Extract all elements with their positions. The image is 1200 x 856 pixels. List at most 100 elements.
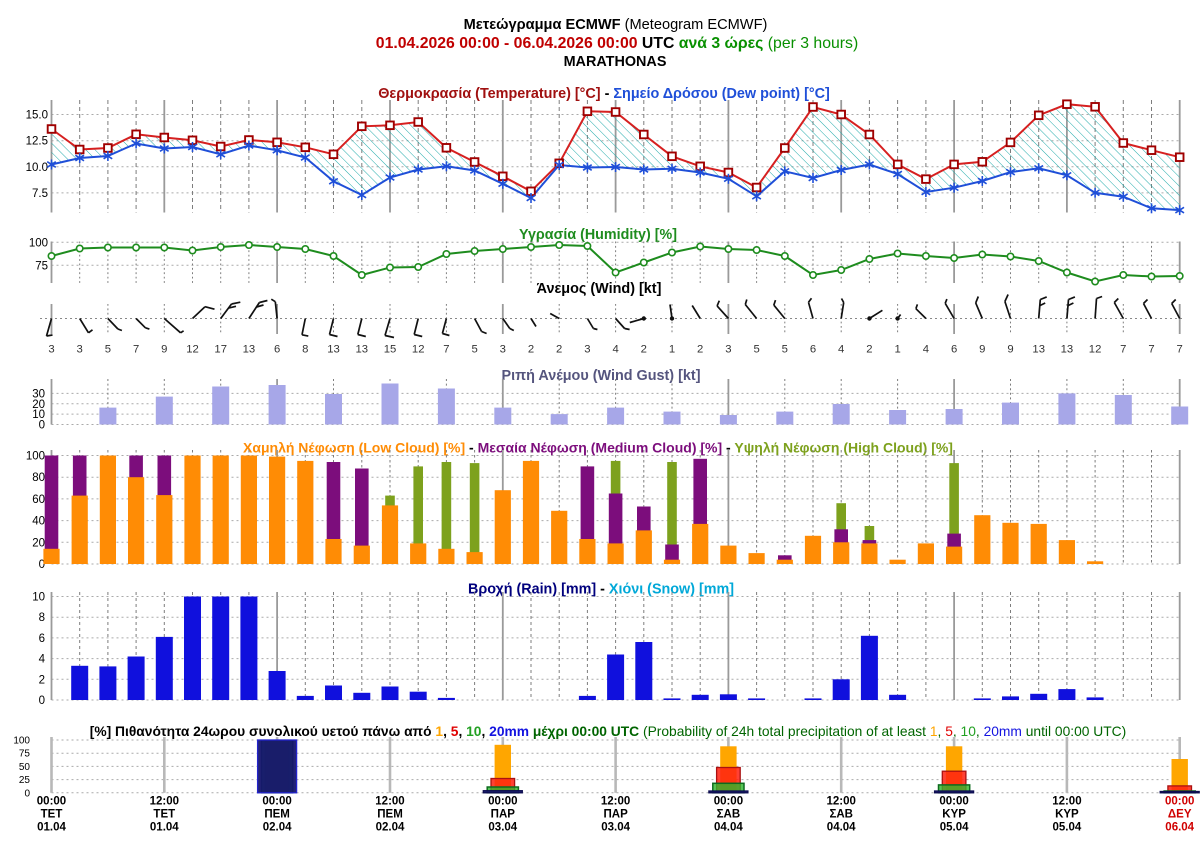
- svg-text:ΠΑΡ: ΠΑΡ: [491, 809, 516, 821]
- svg-text:ΔΕΥ: ΔΕΥ: [1168, 809, 1192, 821]
- svg-text:8: 8: [302, 344, 308, 356]
- svg-text:6: 6: [39, 633, 45, 645]
- svg-text:3: 3: [584, 344, 590, 356]
- svg-text:3: 3: [77, 344, 83, 356]
- svg-text:6: 6: [274, 344, 280, 356]
- svg-text:80: 80: [32, 472, 45, 484]
- svg-text:Άνεμος (Wind) [kt]: Άνεμος (Wind) [kt]: [537, 281, 662, 297]
- svg-text:ΠΑΡ: ΠΑΡ: [603, 809, 628, 821]
- svg-text:9: 9: [161, 344, 167, 356]
- svg-text:0: 0: [39, 420, 45, 432]
- svg-text:04.04: 04.04: [827, 822, 856, 834]
- svg-text:20: 20: [32, 537, 45, 549]
- svg-text:04.04: 04.04: [714, 822, 743, 834]
- svg-text:5: 5: [782, 344, 788, 356]
- svg-text:6: 6: [951, 344, 957, 356]
- svg-text:5: 5: [105, 344, 111, 356]
- svg-text:7: 7: [1148, 344, 1154, 356]
- svg-text:Ριπή Ανέμου (Wind Gust) [kt]: Ριπή Ανέμου (Wind Gust) [kt]: [502, 368, 701, 384]
- svg-text:30: 30: [32, 388, 45, 400]
- svg-text:ΣΑΒ: ΣΑΒ: [717, 809, 741, 821]
- svg-text:7: 7: [133, 344, 139, 356]
- svg-text:Μετεώγραμμα ECMWF (Meteogram E: Μετεώγραμμα ECMWF (Meteogram ECMWF): [464, 17, 768, 33]
- svg-text:2: 2: [528, 344, 534, 356]
- svg-text:100: 100: [13, 736, 30, 747]
- svg-text:8: 8: [39, 612, 45, 624]
- svg-text:Χαμηλή Νέφωση (Low Cloud) [%]: Χαμηλή Νέφωση (Low Cloud) [%] - Μεσαία Ν…: [243, 440, 953, 456]
- svg-text:MARATHONAS: MARATHONAS: [564, 54, 667, 70]
- svg-text:[%] Πιθανότητα 24ωρου συνολικο: [%] Πιθανότητα 24ωρου συνολικού υετού πά…: [90, 724, 1126, 739]
- svg-text:9: 9: [1007, 344, 1013, 356]
- svg-text:0: 0: [39, 559, 45, 571]
- svg-text:00:00: 00:00: [714, 796, 743, 808]
- svg-text:7: 7: [1177, 344, 1183, 356]
- svg-text:00:00: 00:00: [939, 796, 968, 808]
- svg-text:03.04: 03.04: [601, 822, 630, 834]
- svg-text:100: 100: [29, 237, 48, 249]
- svg-text:15: 15: [384, 344, 397, 356]
- svg-text:13: 13: [1032, 344, 1045, 356]
- svg-text:17: 17: [214, 344, 227, 356]
- svg-text:ΚΥΡ: ΚΥΡ: [1055, 809, 1079, 821]
- svg-text:100: 100: [26, 451, 45, 463]
- svg-text:75: 75: [19, 749, 31, 760]
- svg-text:9: 9: [979, 344, 985, 356]
- svg-text:02.04: 02.04: [376, 822, 405, 834]
- svg-text:7: 7: [443, 344, 449, 356]
- svg-text:20: 20: [32, 399, 45, 411]
- svg-text:2: 2: [866, 344, 872, 356]
- svg-text:50: 50: [19, 762, 31, 773]
- svg-text:05.04: 05.04: [1053, 822, 1082, 834]
- svg-text:6: 6: [810, 344, 816, 356]
- svg-text:4: 4: [39, 654, 46, 666]
- svg-text:3: 3: [725, 344, 731, 356]
- svg-text:12:00: 12:00: [1052, 796, 1081, 808]
- svg-text:12:00: 12:00: [150, 796, 179, 808]
- svg-text:01.04: 01.04: [37, 822, 66, 834]
- svg-text:ΚΥΡ: ΚΥΡ: [942, 809, 966, 821]
- svg-text:4: 4: [612, 344, 618, 356]
- svg-text:10: 10: [32, 409, 45, 421]
- svg-text:12: 12: [412, 344, 425, 356]
- svg-text:03.04: 03.04: [488, 822, 517, 834]
- svg-text:1: 1: [669, 344, 675, 356]
- svg-text:12: 12: [186, 344, 199, 356]
- svg-text:13: 13: [1061, 344, 1074, 356]
- svg-text:13: 13: [356, 344, 369, 356]
- svg-text:00:00: 00:00: [37, 796, 66, 808]
- svg-text:60: 60: [32, 494, 45, 506]
- svg-text:2: 2: [39, 674, 45, 686]
- svg-text:12.5: 12.5: [26, 136, 48, 148]
- svg-text:00:00: 00:00: [1165, 796, 1194, 808]
- svg-text:12:00: 12:00: [601, 796, 630, 808]
- svg-text:7.5: 7.5: [32, 188, 48, 200]
- svg-text:25: 25: [19, 775, 31, 786]
- svg-text:ΠΕΜ: ΠΕΜ: [264, 809, 290, 821]
- svg-text:75: 75: [35, 260, 48, 272]
- svg-text:3: 3: [500, 344, 506, 356]
- svg-text:40: 40: [32, 516, 45, 528]
- svg-text:10.0: 10.0: [26, 162, 48, 174]
- svg-text:12:00: 12:00: [375, 796, 404, 808]
- svg-text:ΤΕΤ: ΤΕΤ: [41, 809, 63, 821]
- svg-text:3: 3: [48, 344, 54, 356]
- svg-text:01.04.2026 00:00 - 06.04.2026: 01.04.2026 00:00 - 06.04.2026 00:00 UTC …: [376, 35, 858, 52]
- svg-text:4: 4: [838, 344, 844, 356]
- svg-text:12:00: 12:00: [826, 796, 855, 808]
- svg-text:10: 10: [32, 592, 45, 604]
- svg-text:ΠΕΜ: ΠΕΜ: [377, 809, 403, 821]
- svg-text:06.04: 06.04: [1165, 822, 1194, 834]
- svg-text:13: 13: [243, 344, 256, 356]
- svg-text:0: 0: [24, 788, 30, 799]
- svg-text:0: 0: [39, 695, 45, 707]
- svg-text:05.04: 05.04: [940, 822, 969, 834]
- svg-text:7: 7: [1120, 344, 1126, 356]
- svg-text:Θερμοκρασία (Temperature) [°C]: Θερμοκρασία (Temperature) [°C] - Σημείο …: [378, 86, 830, 102]
- svg-text:Βροχή (Rain) [mm] - Χιόνι (Sno: Βροχή (Rain) [mm] - Χιόνι (Snow) [mm]: [468, 582, 734, 598]
- svg-text:00:00: 00:00: [262, 796, 291, 808]
- svg-text:ΤΕΤ: ΤΕΤ: [153, 809, 175, 821]
- svg-text:2: 2: [641, 344, 647, 356]
- svg-text:4: 4: [923, 344, 929, 356]
- svg-text:Υγρασία (Humidity) [%]: Υγρασία (Humidity) [%]: [519, 227, 677, 243]
- svg-text:1: 1: [894, 344, 900, 356]
